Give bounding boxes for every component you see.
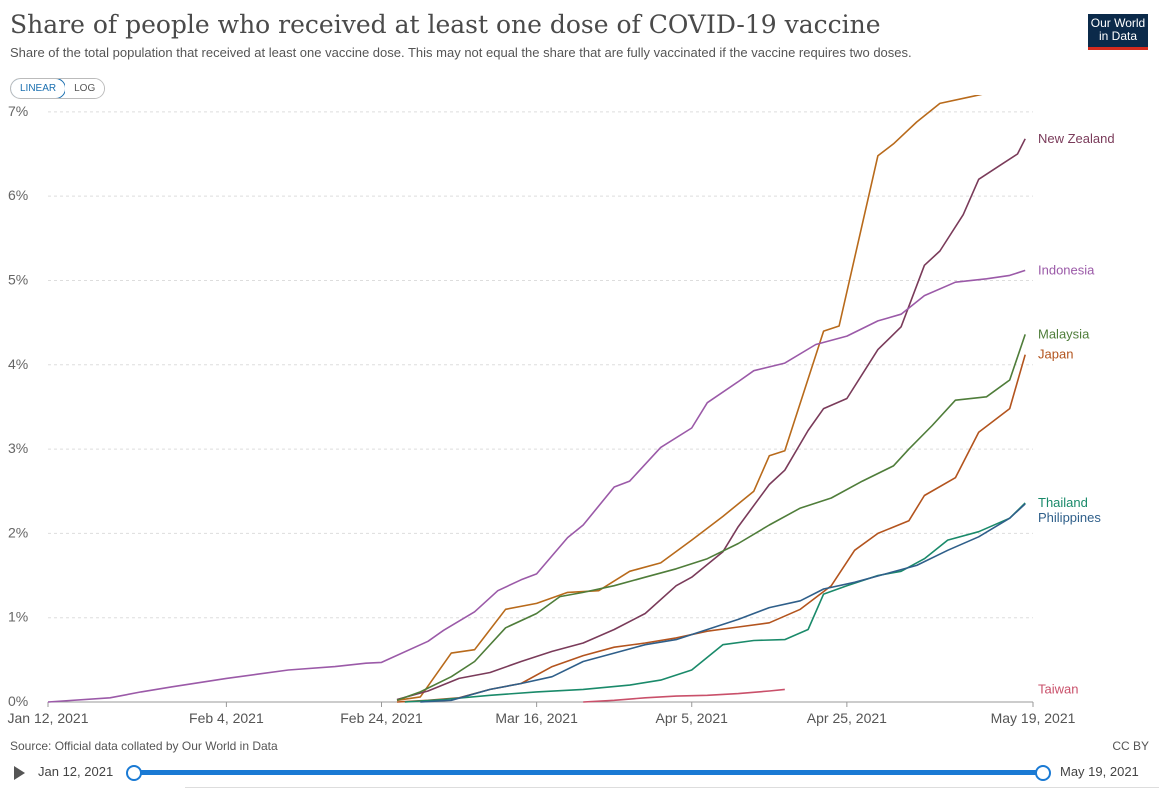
series-line-new-zealand[interactable]	[396, 138, 1026, 701]
license-link[interactable]: CC BY	[1112, 739, 1149, 753]
y-tick-label: 2%	[8, 524, 28, 540]
chart-title: Share of people who received at least on…	[10, 10, 881, 39]
y-tick-label: 5%	[8, 271, 28, 287]
y-tick-label: 4%	[8, 356, 28, 372]
series-label-new-zealand[interactable]: New Zealand	[1038, 131, 1115, 146]
x-tick-label: May 19, 2021	[991, 710, 1076, 726]
series-label-indonesia[interactable]: Indonesia	[1038, 262, 1095, 277]
log-scale-button[interactable]: LOG	[65, 79, 105, 98]
series-label-taiwan[interactable]: Taiwan	[1038, 681, 1078, 696]
x-tick-label: Feb 24, 2021	[340, 710, 423, 726]
play-icon[interactable]	[14, 766, 25, 780]
series-line-philippines[interactable]	[420, 503, 1026, 703]
y-tick-label: 7%	[8, 103, 28, 119]
x-tick-label: Apr 25, 2021	[807, 710, 887, 726]
series-label-japan[interactable]: Japan	[1038, 347, 1073, 362]
source-note[interactable]: Source: Official data collated by Our Wo…	[10, 739, 278, 753]
x-tick-label: Apr 5, 2021	[656, 710, 729, 726]
y-tick-label: 0%	[8, 693, 28, 709]
series-line-japan[interactable]	[396, 354, 1026, 703]
owid-logo[interactable]: Our World in Data	[1088, 14, 1148, 50]
logo-line-1: Our World	[1090, 16, 1146, 30]
timeline-end-label: May 19, 2021	[1060, 764, 1139, 779]
timeline-end-handle[interactable]	[1035, 765, 1051, 781]
scale-toggle: LINEAR LOG	[10, 78, 106, 99]
chart-subtitle: Share of the total population that recei…	[10, 45, 912, 60]
timeline-start-label: Jan 12, 2021	[38, 764, 114, 779]
timeline-start-handle[interactable]	[126, 765, 142, 781]
series-label-malaysia[interactable]: Malaysia	[1038, 326, 1090, 341]
logo-line-2: in Data	[1098, 29, 1138, 43]
series-line-taiwan[interactable]	[583, 688, 785, 703]
x-tick-label: Mar 16, 2021	[495, 710, 578, 726]
timeline-track[interactable]	[133, 770, 1043, 775]
x-tick-label: Jan 12, 2021	[8, 710, 89, 726]
line-chart: 0% 1% 2% 3% 4% 5% 6% 7% Jan 12, 2021 Feb 4, 2021 F…	[8, 95, 1115, 726]
series-label-thailand[interactable]: Thailand	[1038, 495, 1088, 510]
timeline: Jan 12, 2021 May 19, 2021	[0, 757, 1159, 788]
series-line-south-korea[interactable]	[396, 95, 1033, 702]
series-label-philippines[interactable]: Philippines	[1038, 510, 1101, 525]
x-tick-label: Feb 4, 2021	[189, 710, 264, 726]
divider	[185, 787, 1159, 788]
series-line-malaysia[interactable]	[396, 334, 1026, 702]
y-tick-label: 6%	[8, 187, 28, 203]
series-line-thailand[interactable]	[404, 502, 1026, 703]
y-tick-label: 1%	[8, 609, 28, 625]
series-line-indonesia[interactable]	[47, 269, 1026, 703]
y-tick-label: 3%	[8, 440, 28, 456]
